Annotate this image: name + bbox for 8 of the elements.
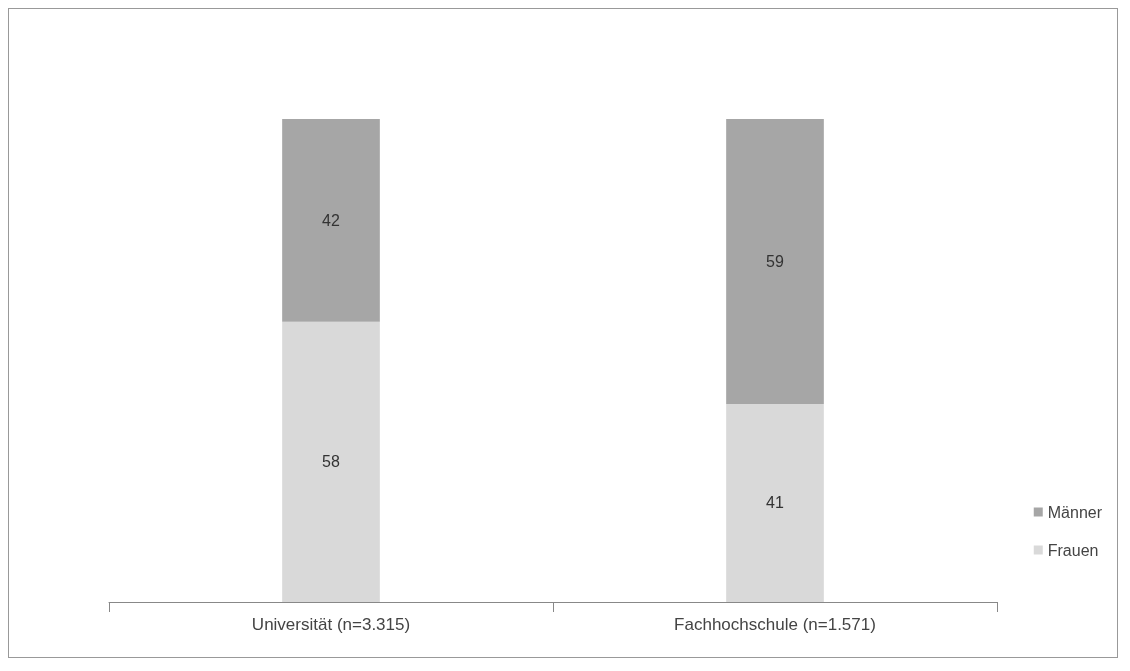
legend-label: Frauen bbox=[1047, 541, 1099, 559]
data-label: 59 bbox=[766, 252, 784, 270]
x-tick-label: Fachhochschule (n=1.571) bbox=[674, 615, 876, 634]
data-label: 58 bbox=[322, 453, 340, 471]
x-tick-label: Universität (n=3.315) bbox=[251, 615, 411, 634]
legend-label: Männer bbox=[1047, 503, 1103, 521]
data-label: 41 bbox=[766, 494, 784, 512]
data-label: 42 bbox=[322, 211, 340, 229]
